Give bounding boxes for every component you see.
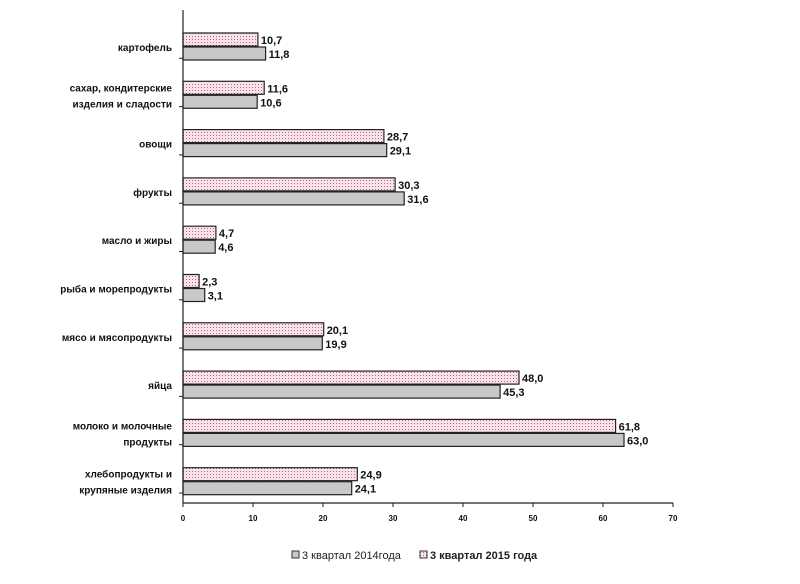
- legend: 3 квартал 2014года 3 квартал 2015 года: [291, 550, 538, 562]
- x-tick-label: 30: [389, 514, 398, 523]
- x-tick-label: 10: [249, 514, 258, 523]
- category-label: сахар, кондитерские: [70, 83, 173, 94]
- bar-2014: [182, 143, 388, 158]
- category-label: картофель: [118, 42, 172, 54]
- data-label: 28,7: [387, 132, 408, 144]
- bar-2014: [182, 239, 216, 254]
- bar-2014: [182, 287, 206, 303]
- data-label: 4,6: [218, 242, 233, 254]
- category-label: крупяные изделия: [79, 486, 172, 497]
- data-label: 61,8: [619, 421, 640, 433]
- data-label: 45,3: [503, 387, 524, 399]
- category-label: молоко и молочные: [73, 421, 173, 432]
- x-tick-label: 70: [669, 514, 678, 523]
- data-label: 63,0: [627, 435, 648, 447]
- category-label: хлебопродукты и: [85, 469, 172, 481]
- bar-2015: [182, 177, 396, 192]
- bar-2014: [182, 384, 501, 399]
- x-tick-label: 20: [319, 514, 328, 523]
- data-label: 3,1: [208, 291, 223, 303]
- bar-2015: [182, 370, 520, 385]
- data-label: 30,3: [398, 180, 419, 192]
- x-tick-label: 0: [181, 514, 186, 523]
- bar-2014: [182, 336, 323, 351]
- x-tick-label: 40: [459, 514, 468, 523]
- legend-label-2014: 3 квартал 2014года: [302, 550, 402, 562]
- x-tick-label: 50: [529, 514, 538, 523]
- data-label: 20,1: [327, 325, 348, 337]
- category-label: мясо и мясопродукты: [62, 333, 172, 344]
- category-label: масло и жиры: [102, 236, 172, 247]
- bar-2015: [182, 32, 259, 47]
- bar-2015: [182, 80, 265, 95]
- category-label: яйца: [148, 381, 172, 392]
- legend-swatch-2015: [419, 550, 428, 559]
- legend-label-2015: 3 квартал 2015 года: [430, 550, 538, 562]
- data-label: 10,7: [261, 35, 282, 47]
- x-tick-label: 60: [599, 514, 608, 523]
- category-label: изделия и сладости: [73, 99, 172, 110]
- data-label: 11,8: [269, 49, 290, 61]
- category-label: рыба и морепродукты: [60, 284, 172, 296]
- bar-2015: [182, 418, 617, 433]
- data-label: 4,7: [219, 228, 234, 240]
- bar-2015: [182, 322, 325, 337]
- category-label: овощи: [139, 140, 172, 151]
- bar-2015: [182, 225, 217, 240]
- data-label: 24,1: [355, 484, 376, 496]
- data-label: 2,3: [202, 277, 217, 289]
- bar-2015: [182, 467, 358, 482]
- bar-2014: [182, 432, 625, 447]
- bar-2015: [182, 129, 385, 144]
- bar-2014: [182, 46, 267, 61]
- category-label: фрукты: [133, 187, 172, 199]
- data-label: 10,6: [260, 97, 281, 109]
- data-label: 24,9: [360, 470, 381, 482]
- data-label: 19,9: [325, 339, 346, 351]
- bar-2014: [182, 191, 405, 206]
- data-label: 11,6: [267, 83, 288, 95]
- bar-2014: [182, 94, 258, 109]
- bar-2015: [182, 273, 200, 289]
- data-label: 31,6: [407, 194, 428, 206]
- legend-swatch-2014: [291, 550, 300, 559]
- data-label: 29,1: [390, 146, 411, 158]
- category-label: продукты: [123, 437, 172, 448]
- bar-2014: [182, 481, 353, 496]
- data-label: 48,0: [522, 373, 543, 385]
